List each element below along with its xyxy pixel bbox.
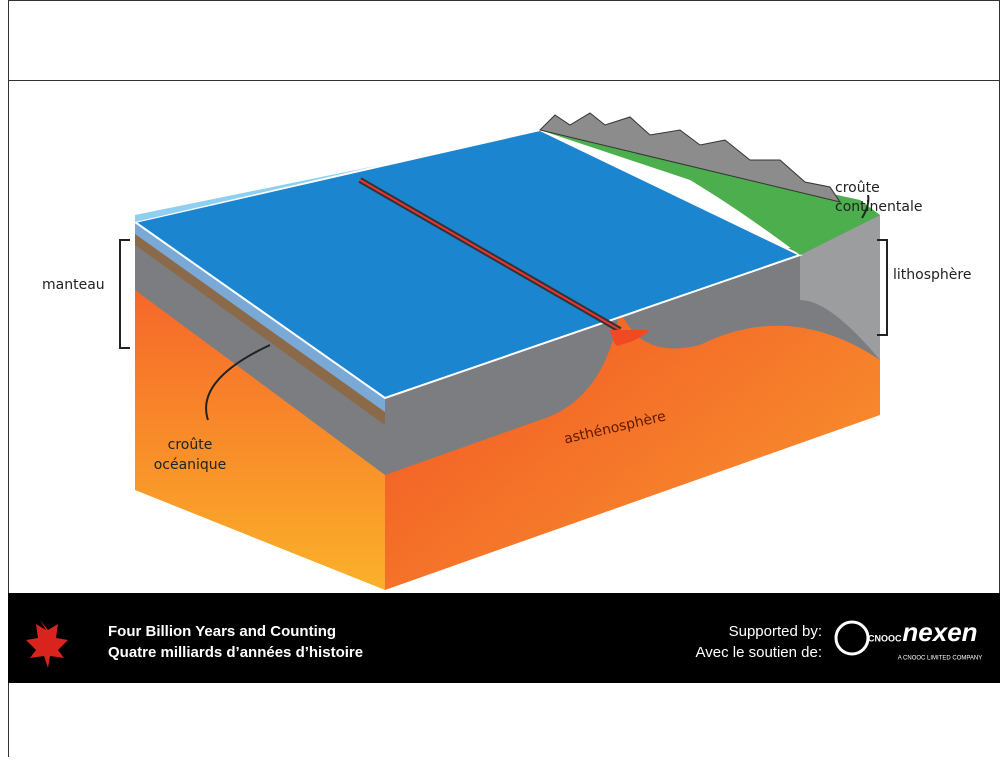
- label-continental-crust: croûte: [835, 180, 880, 196]
- supported-fr: Avec le soutien de:: [696, 644, 822, 661]
- label-oceanic-crust: croûte: [168, 437, 213, 453]
- block-diagram: [132, 112, 880, 590]
- label-mantle: manteau: [42, 277, 105, 293]
- cnooc-logo: CNOOC: [868, 633, 902, 643]
- label-oceanic-crust: océanique: [154, 457, 227, 473]
- nexen-tagline: A CNOOC LIMITED COMPANY: [898, 656, 983, 662]
- supported-en: Supported by:: [729, 623, 822, 640]
- footer-title-fr: Quatre milliards d’années d’histoire: [108, 644, 363, 661]
- footer-title-en: Four Billion Years and Counting: [108, 623, 336, 640]
- label-continental-crust: continentale: [835, 199, 922, 215]
- brackets: [119, 194, 888, 421]
- nexen-logo: nexen: [902, 617, 977, 647]
- header-frame: [8, 0, 1000, 81]
- label-lithosphere: lithosphère: [893, 267, 971, 283]
- footer: Four Billion Years and Counting Quatre m…: [8, 593, 1000, 683]
